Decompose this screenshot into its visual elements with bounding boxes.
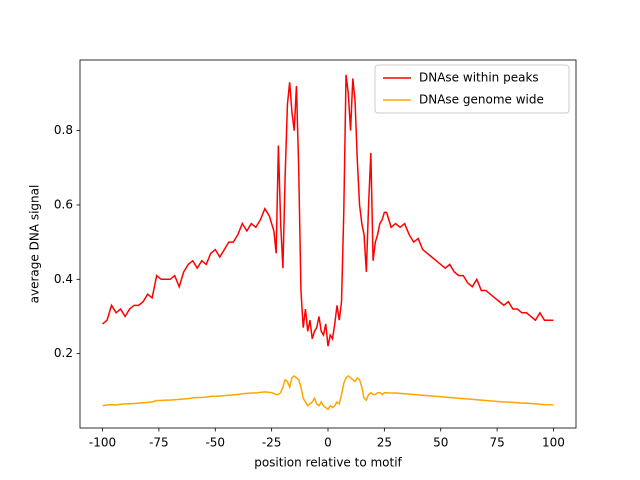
x-tick-label: 75 — [489, 436, 504, 450]
data-line — [102, 374, 554, 411]
y-tick-label: 0.8 — [54, 123, 73, 137]
x-tick-label: -75 — [149, 436, 169, 450]
x-tick-label: -50 — [205, 436, 225, 450]
x-tick-label: 100 — [542, 436, 565, 450]
y-tick-label: 0.6 — [54, 197, 73, 211]
x-tick-label: -25 — [262, 436, 282, 450]
x-tick-label: 25 — [377, 436, 392, 450]
legend-label: DNAse genome wide — [419, 93, 544, 107]
x-tick-label: 0 — [324, 436, 332, 450]
data-line — [102, 74, 554, 347]
y-tick-label: 0.2 — [54, 346, 73, 360]
y-axis-label: average DNA signal — [28, 185, 42, 304]
legend-box — [374, 64, 570, 114]
plot-frame — [79, 59, 577, 429]
x-axis-label: position relative to motif — [254, 456, 402, 470]
x-tick-label: 50 — [433, 436, 448, 450]
x-tick-label: -100 — [89, 436, 116, 450]
legend-label: DNAse within peaks — [419, 71, 539, 85]
y-tick-label: 0.4 — [54, 272, 73, 286]
